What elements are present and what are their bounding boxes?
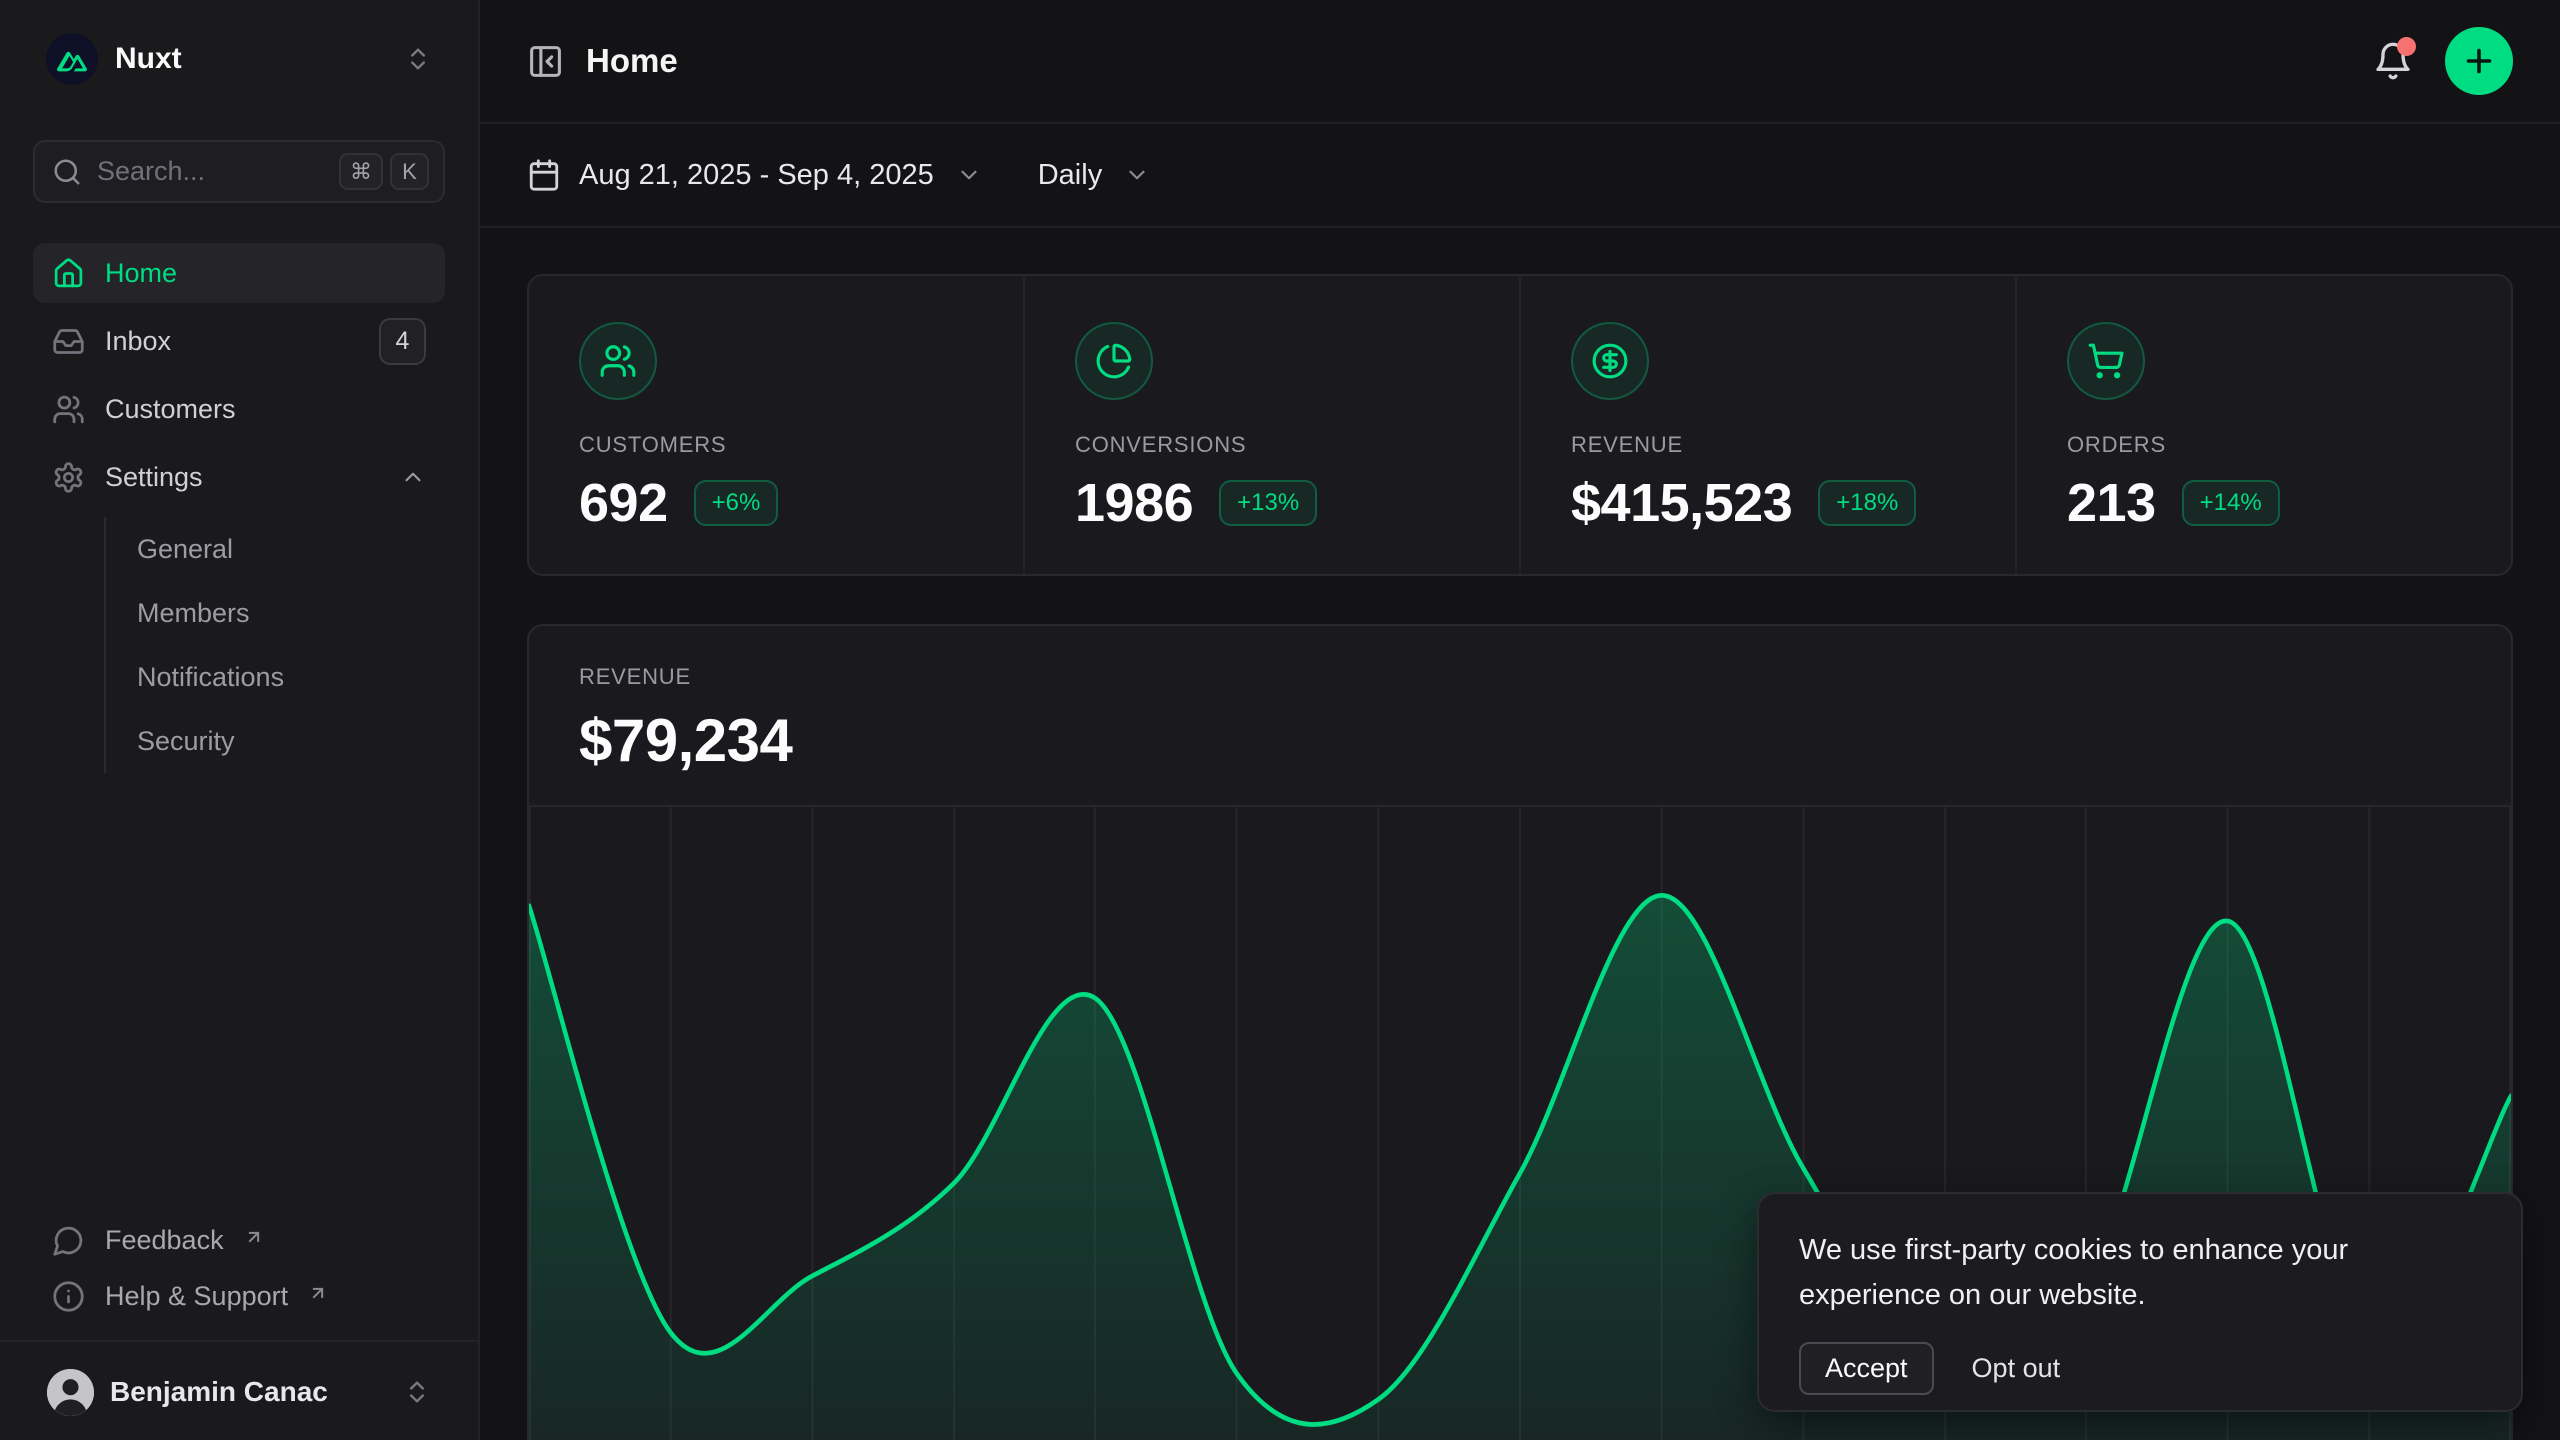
stat-label: REVENUE (1571, 432, 1683, 457)
team-switcher[interactable]: Nuxt (33, 30, 445, 88)
external-link-icon (244, 1223, 264, 1243)
stat-label: ORDERS (2067, 432, 2166, 457)
cookie-message: We use first-party cookies to enhance yo… (1799, 1234, 2349, 1311)
page-header: Home (480, 0, 2560, 124)
chevron-down-icon (956, 162, 982, 188)
feedback-link[interactable]: Feedback (33, 1212, 445, 1268)
stat-delta-badge: +6% (693, 480, 779, 526)
help-support-link[interactable]: Help & Support (33, 1268, 445, 1324)
sidebar-item-label: Customers (105, 393, 236, 424)
plus-icon (2466, 48, 2492, 74)
granularity-label: Daily (1037, 158, 1103, 191)
search-shortcut: ⌘ K (339, 153, 429, 190)
kbd-k: K (390, 153, 429, 190)
stat-value: 213 (2067, 473, 2156, 533)
chart-line (529, 892, 2511, 1427)
home-icon (52, 257, 85, 290)
shopping-cart-icon (2067, 322, 2145, 400)
revenue-chart-label: REVENUE (579, 664, 691, 689)
message-circle-icon (52, 1224, 85, 1257)
stat-delta-badge: +13% (1219, 480, 1318, 526)
add-button[interactable] (2445, 27, 2513, 95)
feedback-label: Feedback (105, 1224, 224, 1255)
sidebar-divider (0, 1340, 478, 1342)
sidebar-item-label: Settings (105, 461, 203, 492)
filter-toolbar: Aug 21, 2025 - Sep 4, 2025 Daily (480, 124, 2560, 228)
sidebar-item-inbox[interactable]: Inbox 4 (33, 311, 445, 371)
stats-panel: CUSTOMERS 692 +6% CONVERSIONS 1986 +13% (527, 274, 2513, 576)
users-icon (579, 322, 657, 400)
sidebar-spacer (33, 773, 445, 1212)
external-link-icon (308, 1279, 328, 1299)
stat-revenue[interactable]: REVENUE $415,523 +18% (1519, 276, 2015, 574)
stat-label: CONVERSIONS (1075, 432, 1247, 457)
sidebar-item-security[interactable]: Security (137, 725, 235, 756)
kbd-cmd: ⌘ (339, 153, 383, 190)
date-range-picker[interactable]: Aug 21, 2025 - Sep 4, 2025 (527, 158, 982, 192)
panel-left-close-icon (527, 43, 564, 80)
circle-dollar-icon (1571, 322, 1649, 400)
bell-icon (2373, 41, 2413, 81)
search-input[interactable]: Search... ⌘ K (33, 140, 445, 203)
user-menu[interactable]: Benjamin Canac (33, 1360, 445, 1424)
sidebar-nav: Home Inbox 4 Customers Settings (33, 243, 445, 773)
team-name: Nuxt (115, 42, 182, 75)
notifications-button[interactable] (2373, 37, 2416, 81)
page-title: Home (586, 42, 678, 79)
sidebar-item-general[interactable]: General (137, 533, 234, 564)
pie-chart-icon (1075, 322, 1153, 400)
sidebar-item-label: Inbox (105, 325, 172, 356)
chevron-up-icon (400, 464, 426, 490)
sidebar-item-customers[interactable]: Customers (33, 379, 445, 439)
nuxt-logo-icon (46, 33, 98, 85)
stat-conversions[interactable]: CONVERSIONS 1986 +13% (1023, 276, 1519, 574)
stat-value: 1986 (1075, 473, 1194, 533)
sidebar-item-notifications[interactable]: Notifications (137, 661, 285, 692)
accept-button[interactable]: Accept (1799, 1342, 1934, 1395)
notification-dot (2397, 37, 2416, 56)
opt-out-button[interactable]: Opt out (1971, 1353, 2061, 1383)
stat-orders[interactable]: ORDERS 213 +14% (2015, 276, 2511, 574)
settings-subnav: General Members Notifications Security (104, 517, 445, 773)
revenue-chart-value: $79,234 (579, 707, 793, 774)
chart-area (529, 895, 2511, 1440)
stat-customers[interactable]: CUSTOMERS 692 +6% (529, 276, 1023, 574)
sidebar-item-home[interactable]: Home (33, 243, 445, 303)
inbox-count-badge: 4 (379, 317, 426, 365)
chevron-down-icon (1124, 162, 1150, 188)
sidebar-item-members[interactable]: Members (137, 597, 250, 628)
stat-delta-badge: +18% (1818, 480, 1917, 526)
sidebar-item-settings[interactable]: Settings (33, 447, 445, 507)
search-placeholder: Search... (97, 156, 206, 186)
info-circle-icon (52, 1280, 85, 1313)
stat-delta-badge: +14% (2181, 480, 2280, 526)
chevrons-up-down-icon (404, 45, 432, 73)
gear-icon (52, 461, 85, 494)
help-support-label: Help & Support (105, 1280, 289, 1311)
inbox-icon (52, 325, 85, 358)
users-icon (52, 393, 85, 426)
sidebar: Nuxt Search... ⌘ K Home (0, 0, 480, 1440)
user-avatar (47, 1368, 94, 1416)
search-icon (52, 157, 82, 187)
stat-value: 692 (579, 473, 668, 533)
date-range-label: Aug 21, 2025 - Sep 4, 2025 (579, 158, 934, 191)
granularity-select[interactable]: Daily (1038, 159, 1150, 192)
sidebar-item-label: Home (105, 257, 178, 288)
collapse-sidebar-button[interactable] (527, 43, 564, 80)
stat-value: $415,523 (1571, 473, 1793, 533)
chevrons-up-down-icon (403, 1378, 431, 1406)
calendar-icon (527, 158, 561, 192)
user-name: Benjamin Canac (110, 1376, 328, 1407)
stat-label: CUSTOMERS (579, 432, 727, 457)
cookie-banner: We use first-party cookies to enhance yo… (1757, 1192, 2523, 1412)
